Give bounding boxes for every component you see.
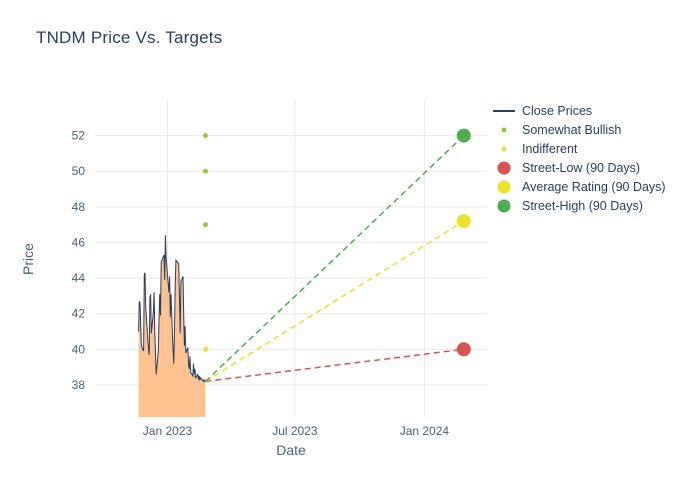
legend-item-street-low[interactable]: Street-Low (90 Days) <box>492 161 666 175</box>
svg-text:42: 42 <box>72 307 86 321</box>
svg-text:46: 46 <box>72 236 86 250</box>
svg-text:44: 44 <box>72 271 86 285</box>
somewhat-bullish-dot-icon <box>501 127 507 133</box>
svg-text:38: 38 <box>72 378 86 392</box>
legend-label-close-prices: Close Prices <box>522 104 593 118</box>
svg-text:Jan 2024: Jan 2024 <box>400 424 450 438</box>
average-rating-dot-icon <box>497 180 511 194</box>
svg-text:Date: Date <box>276 442 306 458</box>
street-high-dot-icon <box>497 199 511 213</box>
legend-item-somewhat-bullish[interactable]: Somewhat Bullish <box>492 123 666 137</box>
legend-item-street-high[interactable]: Street-High (90 Days) <box>492 199 666 213</box>
svg-text:50: 50 <box>72 164 86 178</box>
legend-item-close-prices[interactable]: Close Prices <box>492 104 666 118</box>
svg-text:Jan 2023: Jan 2023 <box>143 424 193 438</box>
svg-text:48: 48 <box>72 200 86 214</box>
indifferent-dot-icon <box>501 146 507 152</box>
legend-label-street-low: Street-Low (90 Days) <box>522 161 641 175</box>
svg-text:Jul 2023: Jul 2023 <box>272 424 318 438</box>
legend-label-street-high: Street-High (90 Days) <box>522 199 643 213</box>
chart-title: TNDM Price Vs. Targets <box>36 28 223 47</box>
legend-label-indifferent: Indifferent <box>522 142 578 156</box>
street-low-dot-icon <box>497 161 511 175</box>
chart-legend: Close Prices Somewhat Bullish Indifferen… <box>492 104 666 213</box>
legend-label-average-rating: Average Rating (90 Days) <box>522 180 666 194</box>
legend-item-indifferent[interactable]: Indifferent <box>492 142 666 156</box>
legend-item-average-rating[interactable]: Average Rating (90 Days) <box>492 180 666 194</box>
svg-text:Price: Price <box>20 243 36 275</box>
svg-text:40: 40 <box>72 342 86 356</box>
legend-label-somewhat-bullish: Somewhat Bullish <box>522 123 622 137</box>
close-prices-line-icon <box>493 110 515 112</box>
svg-text:52: 52 <box>72 129 86 143</box>
